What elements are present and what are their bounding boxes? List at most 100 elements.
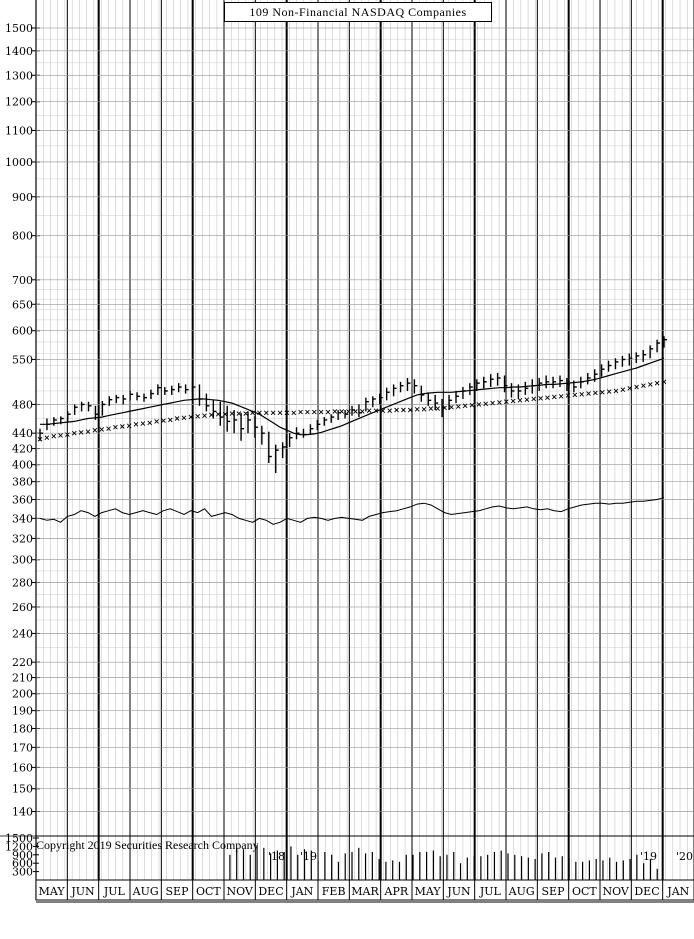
long-average-marker <box>85 429 91 435</box>
volume-tick-label: 300 <box>12 866 33 879</box>
long-average-marker <box>71 430 77 436</box>
month-label: AUG <box>132 885 159 898</box>
month-label: JAN <box>290 885 313 898</box>
long-average-marker <box>167 417 173 423</box>
long-average-marker <box>270 410 276 416</box>
long-average-marker <box>298 409 303 415</box>
long-average-marker <box>78 430 84 435</box>
month-label: APR <box>384 885 409 898</box>
price-tick-label: 440 <box>12 427 33 440</box>
volume-tick-label: 900 <box>12 849 33 862</box>
long-average-marker <box>133 421 139 427</box>
price-tick-label: 600 <box>12 325 33 338</box>
long-average-marker <box>188 414 194 420</box>
month-label: MAR <box>351 885 379 898</box>
long-average-marker <box>243 411 249 416</box>
price-tick-label: 170 <box>12 741 33 754</box>
long-average-marker <box>503 399 509 405</box>
price-tick-label: 160 <box>12 761 33 774</box>
long-average-marker <box>154 419 159 424</box>
year-label: '20 <box>676 850 693 863</box>
long-average-marker <box>113 424 118 430</box>
long-average-marker <box>599 389 605 395</box>
long-average-marker <box>483 401 489 407</box>
volume-tick-label: 600 <box>12 857 33 870</box>
price-tick-label: 1400 <box>5 45 33 58</box>
price-tick-label: 280 <box>12 577 33 590</box>
copyright-notice: Copyright 2019 Securities Research Compa… <box>36 838 259 852</box>
price-tick-label: 340 <box>12 512 33 525</box>
month-label: SEP <box>542 885 566 898</box>
price-tick-label: 1000 <box>5 156 33 169</box>
month-label: OCT <box>196 885 221 898</box>
month-label: NOV <box>226 885 253 898</box>
long-average-marker <box>147 420 153 426</box>
long-average-marker <box>277 410 283 416</box>
long-average-marker <box>510 398 516 404</box>
price-tick-label: 150 <box>12 783 33 796</box>
price-tick-label: 180 <box>12 722 33 735</box>
long-average-marker <box>92 427 98 433</box>
long-average-marker <box>613 388 619 394</box>
long-average-marker <box>579 391 585 397</box>
long-average-marker <box>346 409 351 414</box>
long-average-marker <box>250 410 255 416</box>
long-average-marker <box>257 410 262 416</box>
long-average-marker <box>531 396 537 402</box>
long-average-marker <box>407 407 413 413</box>
volume-tick-label: 1200 <box>5 840 33 853</box>
long-average-marker <box>661 379 667 385</box>
long-average-marker <box>311 409 317 415</box>
long-average-marker <box>44 435 50 441</box>
long-average-marker <box>462 403 468 409</box>
price-tick-label: 360 <box>12 493 33 506</box>
month-label: SEP <box>166 885 190 898</box>
long-average-marker <box>65 432 70 438</box>
long-average-marker <box>428 406 434 411</box>
long-average-marker <box>401 407 406 413</box>
price-tick-label: 480 <box>12 398 33 411</box>
long-average-marker <box>394 407 399 413</box>
long-average-marker <box>106 426 111 432</box>
month-label: DEC <box>634 885 659 898</box>
long-average-marker <box>209 412 214 418</box>
price-tick-label: 190 <box>12 705 33 718</box>
price-tick-label: 1100 <box>5 124 33 137</box>
long-average-marker <box>654 380 660 386</box>
long-average-marker <box>126 423 132 429</box>
month-label: MAY <box>39 885 66 898</box>
long-average-marker <box>318 409 324 415</box>
long-average-marker <box>353 409 358 414</box>
chart-title: 109 Non-Financial NASDAQ Companies <box>224 2 492 22</box>
long-average-marker <box>332 409 338 414</box>
long-average-marker <box>414 406 420 412</box>
long-average-marker <box>469 402 475 408</box>
month-label: JAN <box>666 885 689 898</box>
long-average-marker <box>387 408 393 414</box>
long-average-marker <box>284 410 290 416</box>
long-average-marker <box>99 427 105 432</box>
price-tick-label: 1300 <box>5 69 33 82</box>
long-average-marker <box>455 404 461 409</box>
long-average-marker <box>222 411 228 417</box>
long-average-marker <box>236 411 242 416</box>
long-average-marker <box>181 415 187 421</box>
long-average-marker <box>325 409 331 415</box>
year-label: '18 <box>268 850 285 863</box>
long-average-marker <box>359 409 365 414</box>
long-average-marker <box>620 387 626 392</box>
long-average-marker <box>58 433 63 438</box>
long-average-marker <box>572 392 578 398</box>
price-tick-label: 140 <box>12 806 33 819</box>
month-label: JUL <box>479 885 502 898</box>
price-tick-label: 210 <box>12 672 33 685</box>
long-average-marker <box>51 433 57 439</box>
price-tick-label: 800 <box>12 230 33 243</box>
month-label: AUG <box>508 885 535 898</box>
month-label: OCT <box>572 885 597 898</box>
long-average-marker <box>435 406 441 411</box>
relative-strength-line <box>39 497 665 525</box>
month-label: FEB <box>322 885 346 898</box>
month-label: JUN <box>446 885 471 898</box>
month-label: NOV <box>602 885 629 898</box>
